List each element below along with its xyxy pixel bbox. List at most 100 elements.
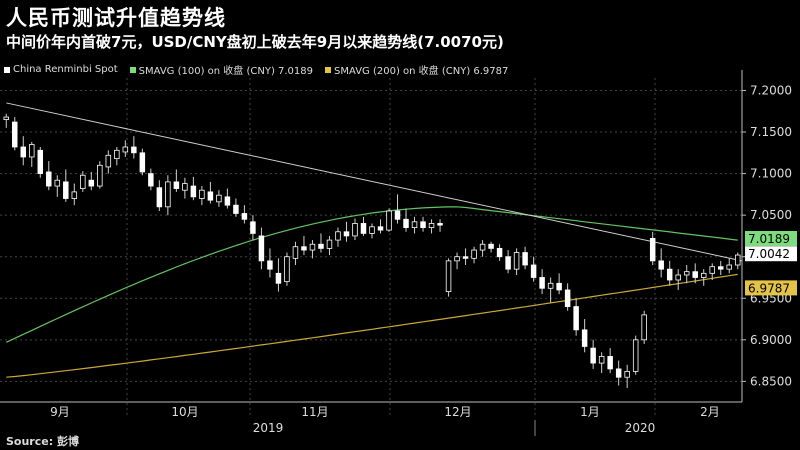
candle-body (37, 149, 44, 174)
candle (12, 117, 18, 151)
candle (411, 216, 418, 234)
candle (590, 339, 596, 369)
candle (71, 183, 78, 206)
candle (207, 181, 214, 204)
candle (649, 231, 656, 266)
candle-body (547, 282, 554, 289)
candle-body (122, 146, 129, 153)
candle-body (165, 181, 171, 208)
candle-body (683, 271, 690, 276)
candle (420, 216, 426, 232)
candle (54, 175, 61, 197)
candle (607, 348, 613, 374)
candle (530, 256, 537, 282)
year-label: 2020 (625, 421, 656, 435)
candle (97, 161, 103, 189)
candle (190, 176, 197, 201)
candle (462, 248, 469, 266)
candle-body (428, 223, 435, 229)
candle-body (590, 347, 596, 364)
legend-swatch-sma200 (325, 66, 332, 73)
candle-body (573, 306, 579, 331)
candle-body (352, 223, 358, 237)
candle-body (675, 274, 681, 281)
candle-body (131, 146, 137, 154)
candle-body (343, 231, 350, 237)
candle (233, 198, 239, 217)
legend-item-sma200: SMAVG (200) on 收盘 (CNY) 6.9787 (325, 62, 508, 77)
last-value-box (745, 230, 797, 246)
candle (683, 265, 690, 284)
candle-body (369, 226, 375, 234)
candle (735, 252, 741, 270)
candle-body (29, 144, 35, 158)
candle-body (309, 243, 316, 251)
candle-body (496, 247, 503, 258)
sma100-line (6, 206, 738, 343)
x-tick-label: 10月 (171, 405, 198, 419)
candle (292, 241, 299, 266)
candle (403, 208, 409, 232)
last-value-box (745, 280, 797, 296)
candle-body (598, 356, 605, 364)
candle-body (284, 256, 290, 283)
candle-body (615, 368, 622, 378)
candle (437, 219, 443, 232)
candle (598, 352, 605, 374)
candle (250, 215, 256, 241)
candle (318, 233, 324, 253)
chart-title: 人民币测试升值趋势线 (6, 6, 226, 30)
candle-body (292, 246, 299, 259)
candle (641, 310, 647, 344)
candle-body (114, 149, 120, 160)
candle (131, 136, 137, 159)
candle (377, 219, 384, 234)
last-value-box (745, 246, 797, 262)
candle-body (386, 210, 392, 231)
candle-body (250, 221, 256, 234)
candle-body (403, 218, 409, 229)
y-tick-label: 7.0500 (750, 208, 792, 222)
legend-item-sma100: SMAVG (100) on 收盘 (CNY) 7.0189 (129, 62, 313, 77)
candle-body (97, 164, 103, 187)
candle-body (190, 185, 197, 198)
candle-body (488, 243, 494, 249)
candle (216, 190, 222, 207)
candle-body (471, 249, 477, 259)
candle (80, 171, 86, 192)
candle-body (735, 254, 741, 266)
candle-body (199, 189, 205, 199)
candle-body (377, 226, 384, 231)
candle (241, 205, 248, 224)
candle-body (88, 179, 95, 187)
candle (564, 283, 571, 311)
grid-lines (0, 78, 742, 416)
candle-body (505, 256, 511, 270)
candle-body (224, 196, 231, 206)
candle (471, 246, 477, 264)
last-value-tag: 7.0042 (745, 246, 797, 262)
x-tick-label: 11月 (301, 405, 328, 419)
legend-swatch-spot (4, 66, 10, 73)
candle (301, 235, 307, 256)
candle-body (63, 181, 69, 199)
candle (454, 252, 460, 270)
candle (615, 360, 622, 386)
candle-body (148, 173, 154, 187)
candle-body (411, 221, 418, 229)
candle (20, 136, 27, 166)
last-value-label: 6.9787 (748, 281, 790, 295)
x-tick-label: 9月 (50, 405, 70, 419)
candle-body (658, 260, 664, 270)
candle (46, 161, 52, 191)
candle-body (258, 235, 265, 262)
candle-body (692, 271, 698, 278)
candle (717, 260, 724, 275)
candle-body (564, 289, 571, 307)
x-tick-label: 12月 (444, 405, 471, 419)
indicator-lines (6, 102, 743, 378)
candle (624, 364, 630, 389)
candle (343, 221, 350, 242)
candle-body (139, 152, 146, 173)
year-label: 2019 (253, 421, 284, 435)
